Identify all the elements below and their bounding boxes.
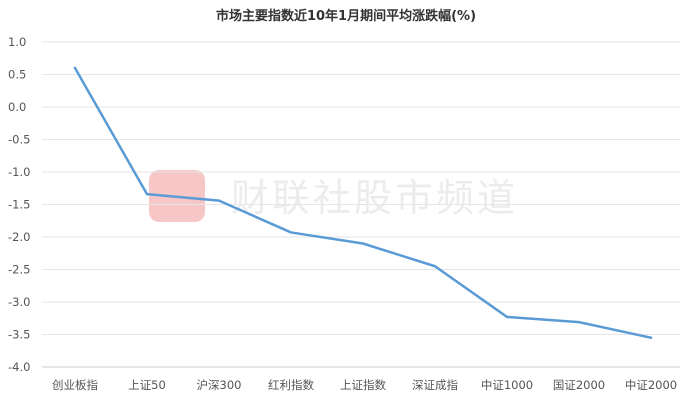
x-tick-label: 深证成指	[412, 378, 458, 392]
y-tick-label: -1.0	[8, 165, 30, 179]
data-point	[505, 315, 509, 319]
data-point	[289, 231, 293, 234]
watermark-text: 财联社股市频道	[231, 176, 518, 220]
chart-title: 市场主要指数近10年1月期间平均涨跌幅(%)	[216, 8, 476, 24]
y-tick-label: -0.5	[8, 133, 30, 147]
y-tick-label: -4.0	[8, 360, 30, 374]
y-tick-label: -2.0	[8, 230, 30, 244]
data-point	[433, 265, 437, 268]
series-group	[73, 66, 653, 339]
x-tick-label: 上证指数	[340, 378, 386, 392]
data-point	[145, 192, 149, 196]
y-axis-ticks: 1.0 0.5 0.0 -0.5 -1.0 -1.5 -2.0 -2.5 -3.0 -3.5 -4.…	[8, 35, 30, 374]
x-tick-label: 国证2000	[553, 378, 605, 392]
data-point	[361, 242, 365, 245]
watermark: 财联社股市频道	[149, 170, 518, 222]
y-tick-label: 1.0	[8, 35, 26, 49]
data-point	[577, 320, 581, 324]
y-tick-label: -3.5	[8, 328, 30, 342]
x-tick-label: 中证1000	[481, 378, 533, 392]
y-tick-label: -1.5	[8, 198, 30, 212]
data-point	[73, 66, 77, 70]
x-tick-label: 上证50	[128, 378, 166, 392]
x-tick-label: 中证2000	[625, 378, 677, 392]
data-point	[217, 199, 221, 202]
x-tick-label: 红利指数	[268, 378, 314, 392]
y-tick-label: -2.5	[8, 263, 30, 277]
x-tick-label: 创业板指	[52, 378, 98, 392]
data-point	[649, 336, 653, 339]
y-tick-label: -3.0	[8, 295, 30, 309]
x-tick-label: 沪深300	[197, 378, 242, 392]
y-tick-label: 0.5	[8, 68, 26, 82]
y-tick-label: 0.0	[8, 100, 26, 114]
grid-lines	[42, 41, 680, 368]
x-axis-ticks: 创业板指 上证50 沪深300 红利指数 上证指数 深证成指 中证1000 国证2000 中证2…	[52, 378, 677, 392]
